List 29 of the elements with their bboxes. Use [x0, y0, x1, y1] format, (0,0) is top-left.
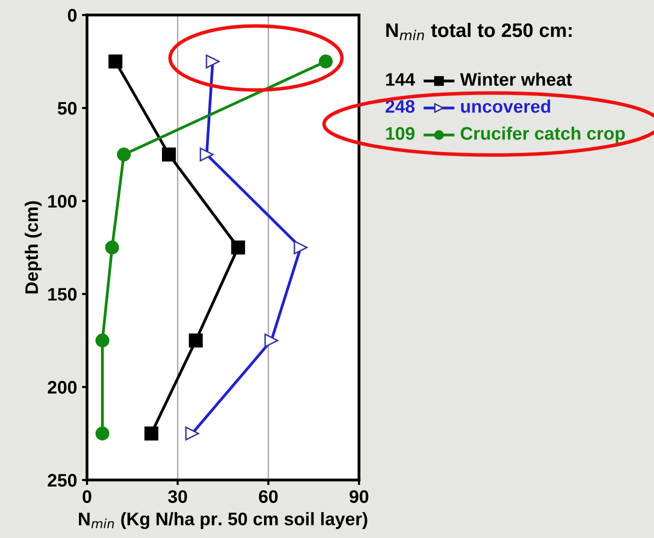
- point: [231, 240, 246, 254]
- y-axis-title: Depth (cm): [24, 201, 42, 294]
- text: 248: [386, 100, 415, 113]
- y-tick-label: 0: [68, 8, 77, 22]
- point: [144, 426, 158, 440]
- text: 144: [386, 73, 416, 86]
- point: [318, 54, 333, 68]
- legend-label: Crucifer catch crop: [460, 126, 625, 144]
- point: [95, 334, 110, 348]
- y-tick-label: 50: [58, 102, 77, 115]
- x-tick-label: 30: [168, 490, 187, 504]
- y-tick-label: 100: [48, 194, 77, 208]
- x-axis-title: N$_{min}$ (Kg N/ha pr. 50 cm soil layer): [78, 512, 368, 530]
- y-tick-label: 250: [48, 474, 77, 487]
- x-tick-label: 0: [82, 490, 92, 503]
- y-tick-label: 150: [48, 288, 77, 301]
- text: 109: [386, 127, 414, 140]
- x-tick-label: 90: [350, 490, 368, 503]
- point: [108, 54, 122, 68]
- x-tick-label: 60: [258, 490, 278, 503]
- legend-title: N$_{min}$ total to 250 cm:: [386, 22, 572, 40]
- point: [116, 148, 131, 162]
- legend-label: uncovered: [461, 100, 550, 113]
- point: [95, 426, 110, 440]
- legend-label: Winter wheat: [460, 72, 572, 86]
- point: [188, 334, 203, 348]
- point: [105, 240, 120, 254]
- point: [162, 148, 176, 162]
- y-tick-label: 200: [48, 380, 77, 394]
